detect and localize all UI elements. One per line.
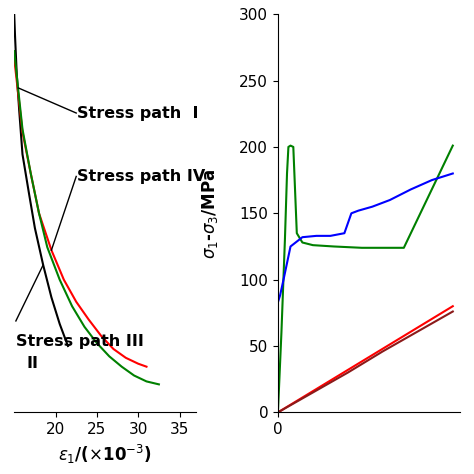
Y-axis label: $\sigma_1$-$\sigma_3$/MPa: $\sigma_1$-$\sigma_3$/MPa bbox=[200, 168, 220, 258]
Text: Stress path IV: Stress path IV bbox=[77, 169, 205, 184]
Text: II: II bbox=[27, 356, 38, 371]
X-axis label: $\varepsilon_1$/($\times$10$^{-3}$): $\varepsilon_1$/($\times$10$^{-3}$) bbox=[58, 443, 152, 466]
Text: Stress path  I: Stress path I bbox=[77, 106, 199, 120]
Text: Stress path III: Stress path III bbox=[16, 334, 144, 349]
